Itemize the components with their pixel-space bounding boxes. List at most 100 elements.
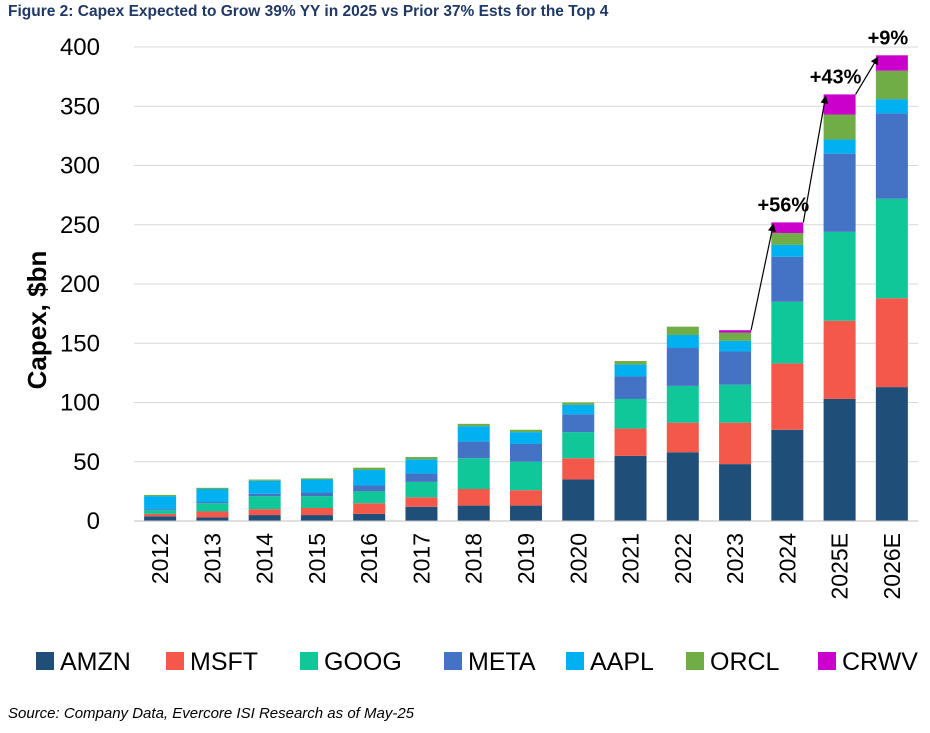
bar-segment-amzn [405,506,438,521]
bar-segment-goog [510,461,542,491]
bar-segment-crwv [771,222,804,234]
legend-swatch [300,652,318,670]
bar-segment-amzn [771,429,804,521]
x-tick-label: 2021 [618,533,644,584]
bars [144,55,908,521]
y-tick-label: 350 [60,93,100,120]
bar-segment-orcl [457,423,490,427]
bar-segment-goog [823,231,856,321]
y-tick-label: 200 [60,271,100,298]
legend-item-crwv: CRWV [818,648,918,676]
bar-segment-aapl [771,244,804,257]
bar-segment-orcl [823,114,856,140]
bar-segment-meta [196,502,229,504]
bar-segment-aapl [875,99,908,114]
bar-segment-msft [353,503,386,514]
x-tick-label: 2015 [304,533,330,584]
bar-segment-meta [405,473,438,482]
bar-segment-orcl [719,332,752,341]
legend-swatch [818,652,836,670]
bar-segment-amzn [457,505,490,521]
bar-segment-aapl [300,479,333,493]
bar-segment-goog [666,385,699,423]
x-tick-label: 2013 [199,533,225,584]
bar-segment-amzn [666,452,699,521]
bar-segment-amzn [144,516,177,521]
bar-segment-orcl [875,70,908,100]
legend-swatch [166,652,184,670]
y-tick-label: 400 [60,34,100,61]
bar-segment-aapl [353,470,386,486]
bar-segment-meta [771,256,804,302]
bar-segment-msft [300,507,333,516]
legend-label: META [468,648,536,676]
bar-segment-msft [719,422,752,465]
bar-segment-orcl [405,457,438,460]
bar-segment-msft [562,458,595,480]
bar-segment-goog [719,384,752,423]
bar-segment-amzn [196,517,229,521]
bar-segment-amzn [614,455,647,521]
bar-segment-amzn [248,515,281,521]
legend-label: GOOG [324,648,402,676]
x-tick-label: 2022 [670,533,696,584]
bar-segment-meta [614,376,647,399]
y-tick-label: 300 [60,153,100,180]
legend-item-meta: META [444,648,536,676]
bar-segment-goog [300,496,333,508]
bar-segment-goog [196,503,229,512]
legend-swatch [686,652,704,670]
bar-segment-aapl [614,364,647,377]
x-tick-label: 2019 [513,533,539,584]
figure-title: Figure 2: Capex Expected to Grow 39% YY … [8,3,609,20]
x-tick-label: 2016 [356,533,382,584]
bar-segment-orcl [614,361,647,365]
y-tick-label: 50 [73,449,100,476]
source-note: Source: Company Data, Evercore ISI Resea… [8,705,415,722]
legend-item-orcl: ORCL [686,648,780,676]
bar-segment-msft [771,363,804,430]
legend: AMZN MSFT GOOG META AAPL ORCL CRWV [36,648,918,676]
growth-arrow [855,56,879,95]
bar-segment-goog [875,198,908,299]
bar-segment-crwv [875,55,908,71]
legend-swatch [444,652,462,670]
bar-segment-orcl [196,487,229,490]
bar-segment-orcl [248,479,281,481]
growth-arrow [802,95,829,223]
bar-segment-goog [248,496,281,510]
bar-segment-aapl [144,496,177,510]
bar-segment-goog [614,398,647,429]
y-tick-label: 250 [60,212,100,239]
bar-segment-goog [562,432,595,459]
bar-segment-orcl [666,326,699,335]
x-tick-label: 2025E [827,533,853,600]
axes: 0 50 100 150 200 250 300 350 400 2012 2013 2014 2015… [60,34,918,600]
x-tick-label: 2012 [147,533,173,584]
bar-segment-meta [300,492,333,497]
bar-segment-aapl [405,459,438,474]
bar-segment-amzn [562,479,595,521]
y-axis-label: Capex, $bn [22,251,52,390]
bar-segment-crwv [719,330,752,333]
x-tick-label: 2020 [565,533,591,584]
bar-segment-aapl [457,426,490,442]
bar-segment-aapl [510,432,542,444]
bar-segment-meta [719,351,752,385]
x-tick-label: 2024 [774,533,800,584]
bar-segment-msft [248,509,281,516]
bar-segment-msft [144,513,177,517]
bar-segment-meta [875,113,908,199]
bar-segment-msft [823,320,856,399]
legend-label: ORCL [710,648,780,676]
x-tick-label: 2018 [461,533,487,584]
legend-item-msft: MSFT [166,648,258,676]
y-tick-label: 150 [60,330,100,357]
legend-label: AMZN [60,648,131,676]
y-tick-label: 0 [87,508,100,535]
growth-label: +9% [868,27,909,49]
bar-segment-aapl [562,404,595,415]
bar-segment-orcl [353,467,386,471]
bar-segment-meta [353,485,386,492]
x-tick-label: 2017 [408,533,434,584]
